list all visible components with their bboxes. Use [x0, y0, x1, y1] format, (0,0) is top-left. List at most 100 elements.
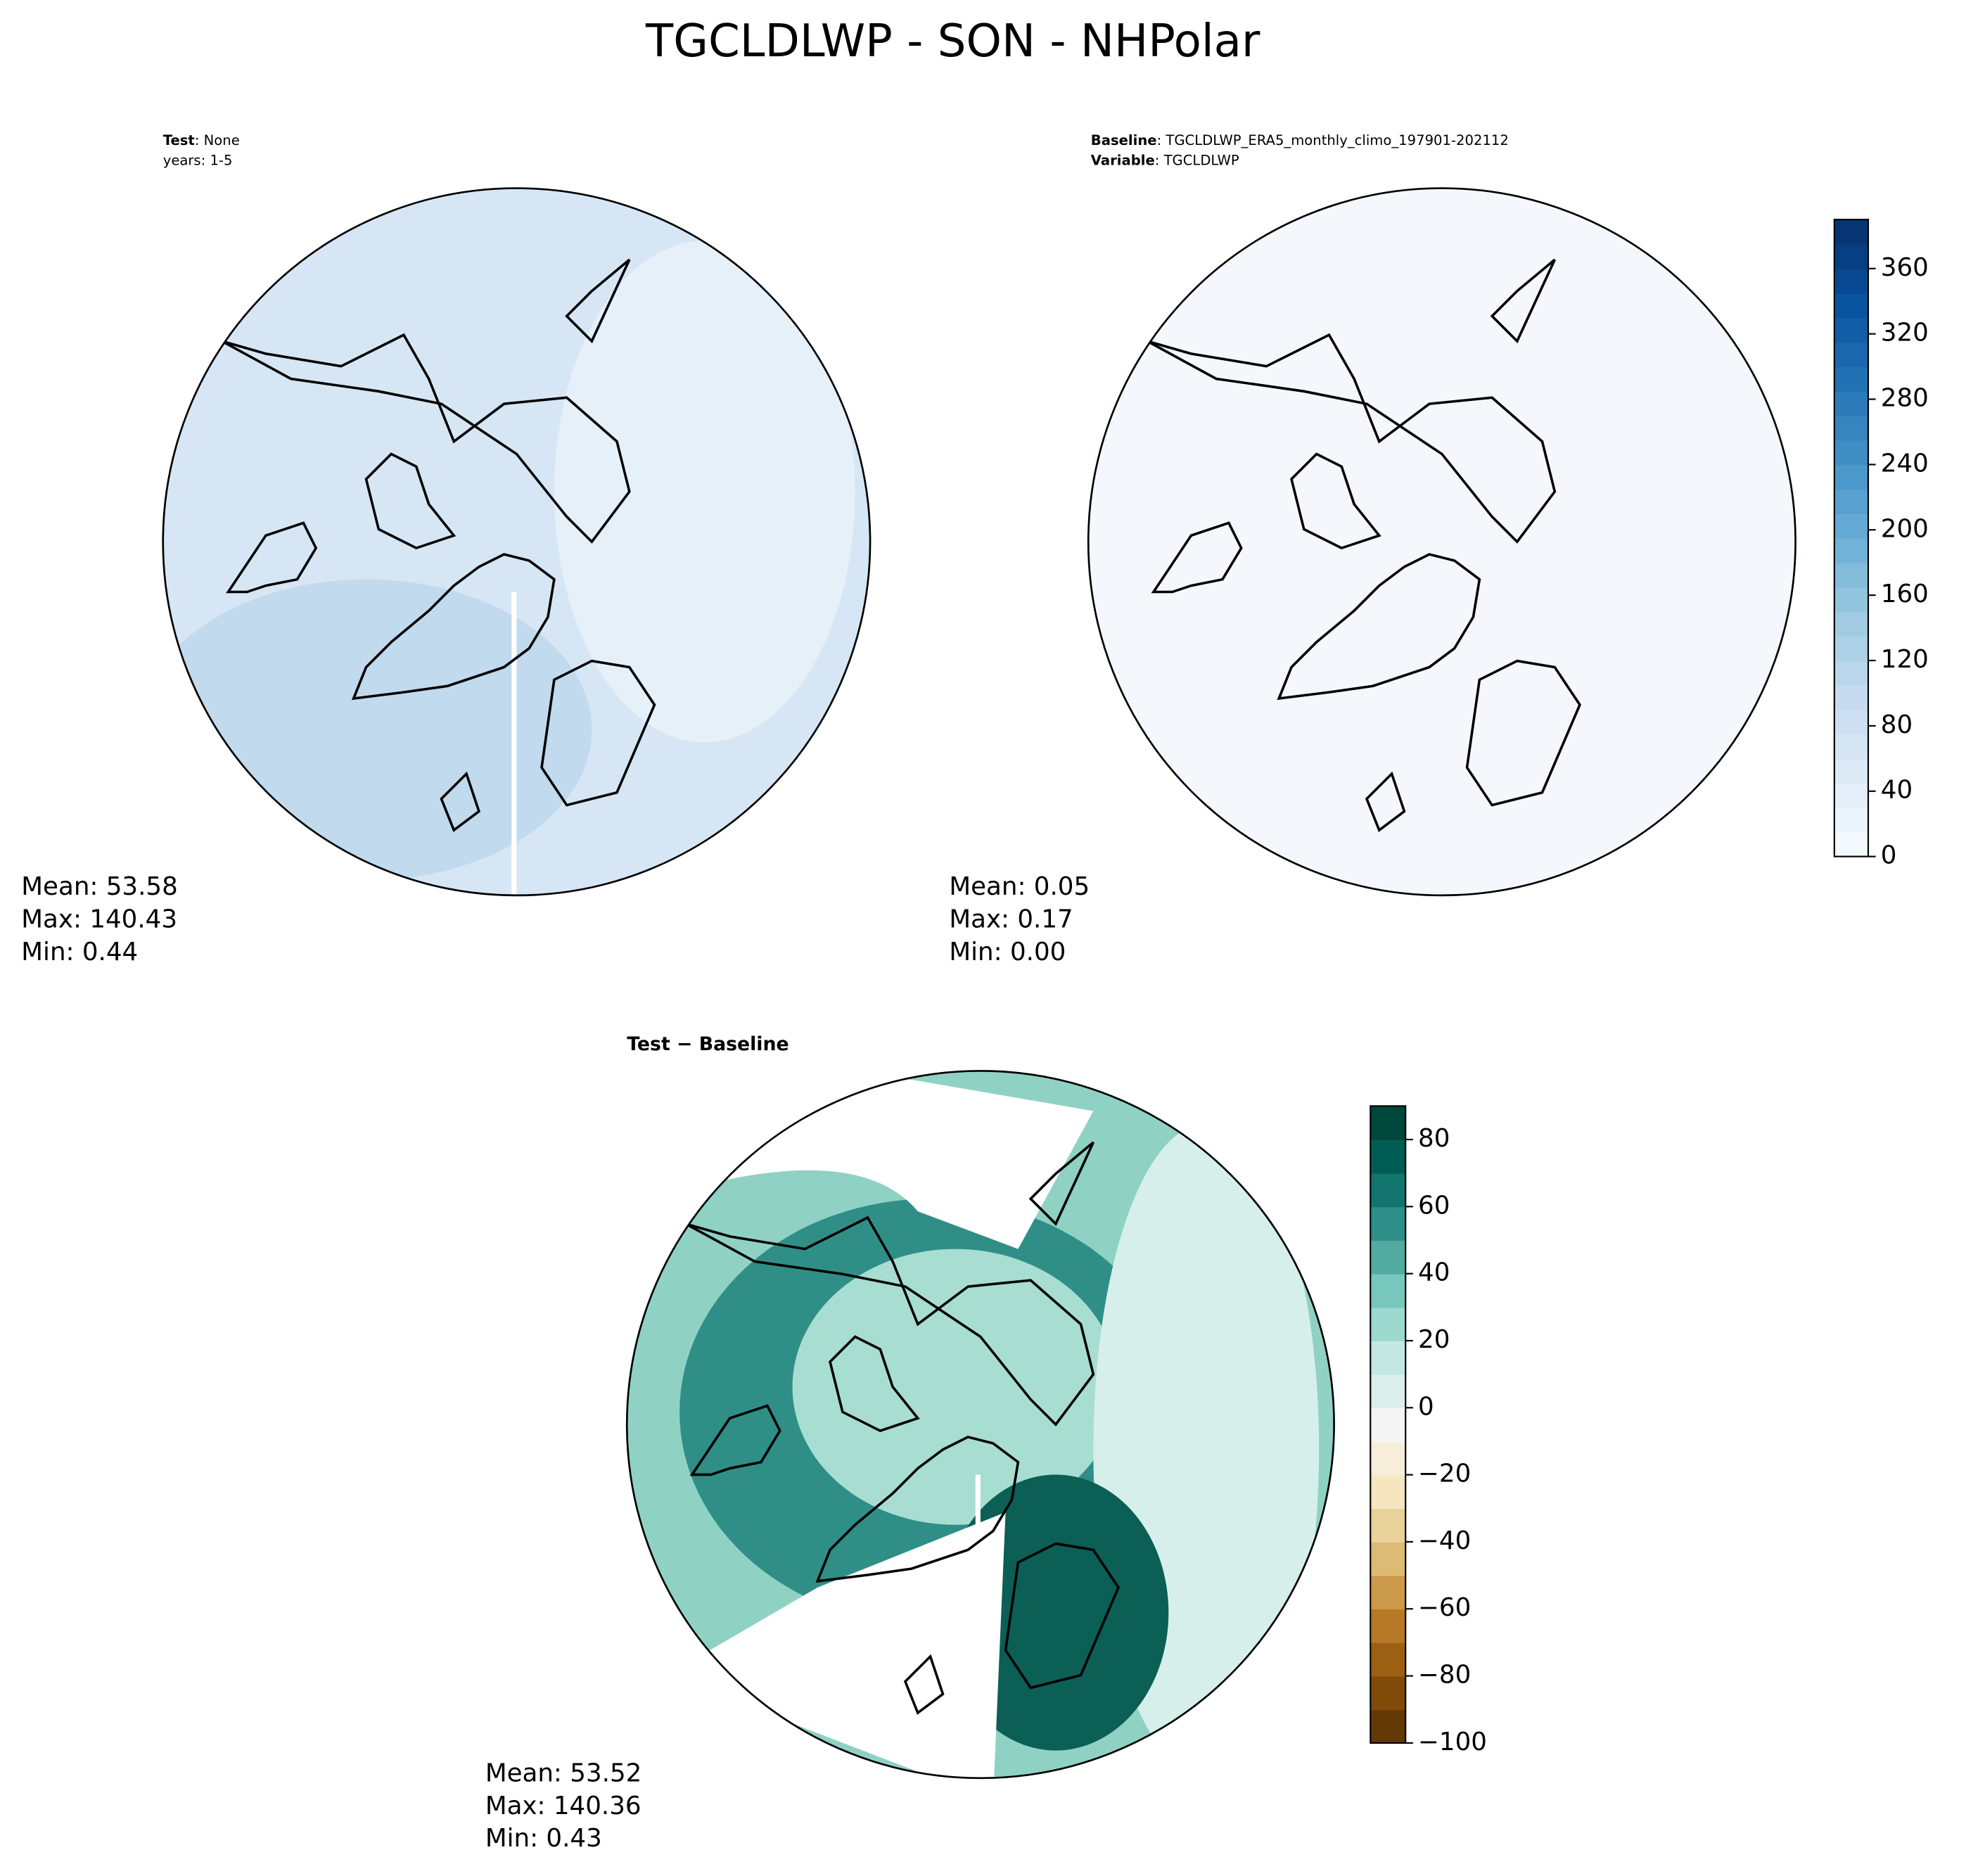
- stat: Min: 0.44: [21, 938, 138, 966]
- field-blob: [162, 579, 592, 881]
- colorbar-band: [1834, 440, 1868, 466]
- map-border: [625, 1070, 1335, 1780]
- colorbar-tick-label: 240: [1881, 449, 1929, 478]
- colorbar-band: [1370, 1474, 1406, 1510]
- stat: Min: 0.43: [485, 1824, 602, 1853]
- panel-label-text: : None: [195, 132, 240, 148]
- coastline: [1004, 1542, 1121, 1690]
- coastline: [364, 452, 457, 550]
- colorbar-band: [1834, 317, 1868, 343]
- colorbar-band: [1834, 293, 1868, 319]
- colorbar-band: [1834, 464, 1868, 490]
- colorbar-band: [1370, 1140, 1406, 1174]
- coastline: [226, 521, 318, 594]
- stat: Mean: 53.52: [485, 1759, 641, 1787]
- colorbar-tick-label: 160: [1881, 580, 1929, 608]
- colorbar-band: [1370, 1676, 1406, 1711]
- colorbar-band: [1834, 661, 1868, 686]
- colorbar-tick-label: 0: [1418, 1392, 1434, 1421]
- colorbar-band: [1370, 1609, 1406, 1643]
- colorbar-band: [1370, 1206, 1406, 1241]
- panel-label: years: 1-5: [163, 152, 233, 168]
- colorbar-tick-label: 80: [1418, 1124, 1450, 1153]
- colorbar-band: [1834, 415, 1868, 441]
- colorbar-tick-label: 280: [1881, 384, 1929, 413]
- colorbar-tick-label: 40: [1418, 1258, 1450, 1287]
- colorbar-band: [1834, 489, 1868, 514]
- coastline: [1365, 771, 1406, 833]
- coastline: [1277, 553, 1481, 701]
- colorbar-tick-label: −40: [1418, 1526, 1471, 1555]
- coastline: [1290, 452, 1381, 550]
- colorbar-band: [1834, 243, 1868, 269]
- coastline: [1151, 521, 1243, 594]
- coastline: [685, 1215, 1095, 1427]
- seam: [511, 592, 517, 895]
- coastline: [1147, 333, 1557, 544]
- coastline: [689, 1404, 781, 1476]
- coastline: [815, 1436, 1020, 1583]
- colorbar-band: [1370, 1374, 1406, 1409]
- seam: [975, 1474, 981, 1778]
- colorbar-band: [1370, 1173, 1406, 1208]
- colorbar-tick-label: −100: [1418, 1728, 1487, 1756]
- colorbar-band: [1370, 1273, 1406, 1308]
- panel-label-text: : TGCLDLWP_ERA5_monthly_climo_197901-202…: [1157, 132, 1509, 148]
- colorbar-band: [1370, 1408, 1406, 1442]
- colorbar-frame: [1370, 1105, 1407, 1744]
- panel-label-key: Variable: [1091, 152, 1155, 168]
- colorbar-band: [1370, 1575, 1406, 1610]
- colorbar-band: [1370, 1340, 1406, 1375]
- colorbar-band: [1834, 734, 1868, 760]
- colorbar-band: [1834, 342, 1868, 367]
- colorbar-tick-label: 60: [1418, 1191, 1450, 1220]
- colorbar-band: [1834, 709, 1868, 735]
- panel-label-text: years: 1-5: [163, 152, 233, 168]
- colorbar-tick-label: 20: [1418, 1325, 1450, 1354]
- colorbar-band: [1834, 587, 1868, 613]
- colorbar-tick-label: 200: [1881, 514, 1929, 543]
- colorbar-band: [1834, 758, 1868, 784]
- colorbar-tick-label: 0: [1881, 841, 1897, 870]
- colorbar-band: [1834, 268, 1868, 294]
- coastline: [829, 1335, 920, 1432]
- colorbar-tick-label: −80: [1418, 1661, 1471, 1690]
- map: [627, 1071, 1334, 1778]
- coastline: [540, 659, 656, 807]
- panel-label: Test: None: [163, 132, 240, 148]
- map: [162, 188, 871, 895]
- stat: Mean: 0.05: [949, 872, 1090, 901]
- panel-label-key: Test: [163, 132, 195, 148]
- map-border: [1087, 187, 1796, 897]
- coastline: [440, 771, 481, 833]
- colorbar-tick-label: 40: [1881, 776, 1913, 805]
- panel-label: Test − Baseline: [627, 1033, 789, 1055]
- coastline: [903, 1654, 945, 1715]
- colorbar-tick-label: 320: [1881, 319, 1929, 347]
- colorbar-band: [1834, 636, 1868, 661]
- colorbar-band: [1370, 1106, 1406, 1140]
- coastline: [565, 258, 631, 344]
- colorbar-tick-label: 360: [1881, 253, 1929, 282]
- figure-title: TGCLDLWP - SON - NHPolar: [645, 15, 1260, 68]
- stat: Mean: 53.58: [21, 872, 177, 901]
- colorbar-frame: [1833, 219, 1870, 857]
- colorbar-band: [1834, 831, 1868, 857]
- colorbar-band: [1834, 611, 1868, 637]
- coastline: [221, 333, 631, 544]
- field-blob: [792, 1249, 1119, 1525]
- panel-label-key: Test − Baseline: [627, 1033, 789, 1055]
- map-field: [1088, 188, 1796, 895]
- colorbar-band: [1834, 783, 1868, 808]
- missing-area: [667, 1512, 1006, 1778]
- coastline: [1465, 659, 1582, 807]
- colorbar-band: [1834, 513, 1868, 539]
- colorbar-band: [1834, 390, 1868, 416]
- map-border: [162, 187, 872, 897]
- coastline: [1028, 1141, 1094, 1226]
- colorbar-tick-label: 80: [1881, 710, 1913, 739]
- stat: Max: 140.43: [21, 905, 177, 934]
- panel-label: Variable: TGCLDLWP: [1091, 152, 1239, 168]
- coastline: [351, 553, 556, 701]
